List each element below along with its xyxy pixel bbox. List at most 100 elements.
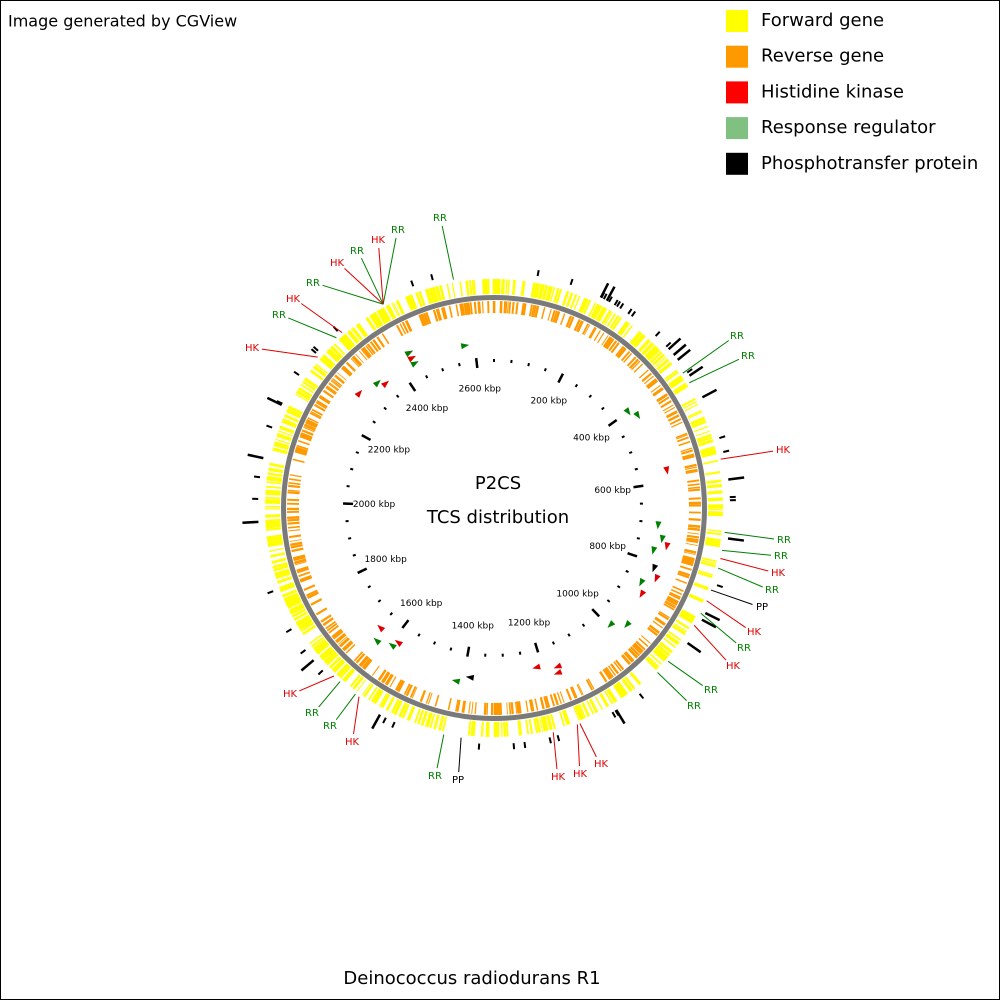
reverse-gene <box>635 640 646 651</box>
forward-gene <box>573 706 580 721</box>
forward-gene <box>265 527 282 531</box>
forward-gene <box>700 446 715 452</box>
forward-gene <box>649 351 663 364</box>
forward-gene <box>630 671 642 685</box>
reverse-gene <box>667 595 679 603</box>
forward-gene <box>674 384 689 395</box>
forward-gene <box>285 595 300 605</box>
feature-label: HK <box>286 294 301 305</box>
reverse-gene <box>570 686 578 699</box>
reverse-gene <box>688 497 701 500</box>
feature-leader <box>724 531 775 540</box>
forward-gene <box>429 713 436 729</box>
forward-gene <box>665 634 679 646</box>
forward-gene <box>502 279 505 295</box>
reverse-gene <box>588 326 596 339</box>
feature-label: RR <box>323 721 337 732</box>
reverse-gene <box>620 350 631 362</box>
scale-label: 600 kbp <box>594 486 631 496</box>
forward-gene <box>652 650 665 662</box>
reverse-gene <box>503 301 506 314</box>
scale-dot <box>383 406 387 411</box>
forward-gene <box>282 419 297 427</box>
forward-gene <box>482 721 484 737</box>
forward-gene <box>592 304 602 319</box>
outer-tick <box>608 296 613 303</box>
reverse-gene <box>686 539 699 544</box>
forward-gene <box>340 666 352 679</box>
reverse-gene <box>607 665 617 677</box>
forward-gene <box>621 679 632 693</box>
forward-gene <box>395 299 405 315</box>
forward-gene <box>683 400 698 410</box>
reverse-gene <box>435 308 442 321</box>
reverse-gene <box>559 691 565 703</box>
reverse-gene <box>556 692 562 704</box>
scale-dot <box>458 362 461 367</box>
outer-tick <box>688 365 704 377</box>
forward-gene <box>528 718 534 734</box>
outer-tick <box>727 537 745 542</box>
reverse-gene <box>647 627 658 637</box>
forward-gene <box>376 309 387 325</box>
reverse-gene <box>616 347 626 358</box>
credit: Image generated by CGView <box>8 12 237 31</box>
forward-gene <box>705 540 721 546</box>
forward-gene <box>701 557 717 563</box>
reverse-gene <box>310 411 322 418</box>
feature-glyph <box>639 577 646 587</box>
forward-gene <box>593 305 603 320</box>
reverse-gene <box>534 305 538 318</box>
feature-leader <box>657 672 687 701</box>
reverse-gene <box>550 309 556 322</box>
forward-gene <box>291 608 307 618</box>
forward-gene <box>696 433 712 441</box>
forward-gene <box>539 716 544 732</box>
scale-tick <box>361 434 372 442</box>
forward-gene <box>325 652 338 664</box>
outer-tick <box>310 348 317 354</box>
reverse-gene <box>545 695 551 708</box>
feature-label: RR <box>428 771 442 782</box>
feature-label: HK <box>283 689 298 700</box>
forward-gene <box>590 303 600 319</box>
reverse-gene <box>508 702 512 715</box>
reverse-gene <box>352 355 363 366</box>
outer-tick <box>430 274 434 281</box>
reverse-gene <box>367 343 376 355</box>
reverse-gene <box>623 352 633 363</box>
forward-gene <box>320 357 334 368</box>
forward-gene <box>296 389 311 400</box>
reverse-gene <box>650 384 661 393</box>
legend-label: Response regulator <box>761 117 936 138</box>
forward-gene <box>520 280 525 296</box>
feature-glyph <box>607 620 616 628</box>
forward-gene <box>604 311 613 326</box>
forward-gene <box>642 342 654 355</box>
forward-gene <box>424 289 431 304</box>
reverse-gene <box>665 598 678 606</box>
reverse-gene <box>395 324 404 337</box>
forward-gene <box>629 330 642 345</box>
forward-gene <box>274 441 290 447</box>
reverse-gene <box>287 521 300 525</box>
scale-dot <box>449 647 453 651</box>
reverse-gene <box>576 684 583 696</box>
forward-gene <box>617 320 628 335</box>
forward-gene <box>553 287 560 303</box>
forward-gene <box>518 720 523 736</box>
reverse-gene <box>610 342 620 354</box>
reverse-gene <box>510 702 514 715</box>
forward-gene <box>434 286 440 302</box>
outer-tick <box>599 282 610 299</box>
reverse-gene <box>288 482 301 485</box>
outer-tick <box>676 348 691 361</box>
forward-gene <box>601 310 611 324</box>
reverse-gene <box>602 669 611 680</box>
legend-label: Histidine kinase <box>761 81 904 102</box>
reverse-gene <box>303 584 316 591</box>
reverse-gene <box>420 690 427 703</box>
feature-label: HK <box>371 235 386 246</box>
reverse-gene <box>371 665 380 676</box>
forward-gene <box>542 284 549 301</box>
